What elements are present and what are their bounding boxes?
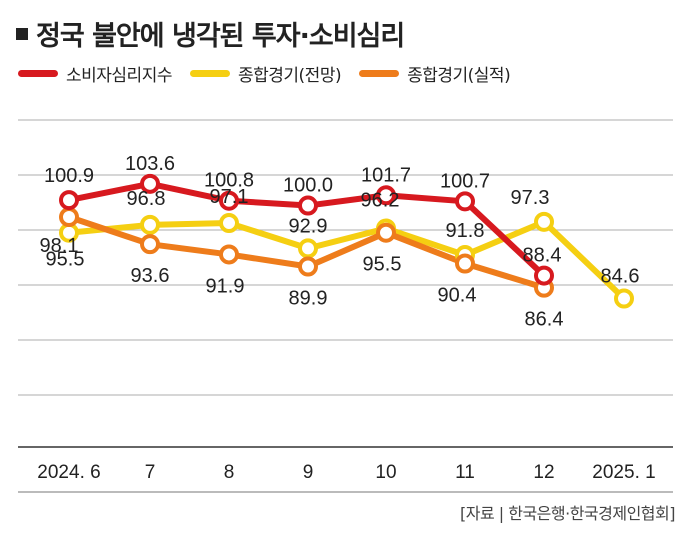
data-label: 101.7 bbox=[361, 164, 411, 186]
data-label: 89.9 bbox=[289, 288, 328, 310]
legend-item-consumer-sentiment: 소비자심리지수 bbox=[18, 61, 172, 86]
data-point bbox=[534, 265, 554, 286]
legend-item-actual: 종합경기(실적) bbox=[359, 61, 511, 86]
data-point bbox=[219, 244, 239, 265]
data-label: 88.4 bbox=[523, 245, 562, 267]
data-label: 100.0 bbox=[283, 175, 333, 197]
x-tick-label: 12 bbox=[533, 462, 554, 483]
data-label: 98.1 bbox=[40, 235, 79, 257]
data-point bbox=[298, 256, 318, 277]
data-point bbox=[455, 191, 475, 212]
x-tick-label: 7 bbox=[145, 462, 156, 483]
data-label: 95.5 bbox=[46, 249, 85, 271]
data-point bbox=[614, 288, 634, 309]
series-line bbox=[66, 218, 627, 302]
data-label: 91.8 bbox=[446, 220, 485, 242]
title-bullet-icon bbox=[16, 28, 28, 40]
legend-label-actual: 종합경기(실적) bbox=[407, 65, 511, 86]
data-label: 84.6 bbox=[601, 266, 640, 288]
data-label: 95.5 bbox=[363, 254, 402, 276]
data-point bbox=[376, 222, 396, 243]
data-point bbox=[298, 238, 318, 259]
legend-swatch-outlook bbox=[189, 69, 230, 77]
data-point bbox=[59, 207, 79, 228]
data-point bbox=[140, 173, 160, 194]
chart-title: 정국 불안에 냉각된 투자·소비심리 bbox=[16, 14, 405, 53]
data-label: 97.1 bbox=[210, 186, 249, 208]
data-label: 93.6 bbox=[131, 265, 170, 287]
data-label: 100.8 bbox=[204, 170, 254, 192]
x-tick-label: 2025. 1 bbox=[592, 462, 655, 483]
data-point bbox=[534, 211, 554, 232]
chart-title-text: 정국 불안에 냉각된 투자·소비심리 bbox=[36, 21, 405, 52]
legend-swatch-actual bbox=[359, 69, 400, 77]
x-tick-label: 8 bbox=[224, 462, 235, 483]
data-label: 96.8 bbox=[127, 188, 166, 210]
chart-legend: 소비자심리지수 종합경기(전망) 종합경기(실적) bbox=[18, 60, 528, 86]
legend-item-outlook: 종합경기(전망) bbox=[189, 61, 342, 86]
x-tick-label: 9 bbox=[303, 462, 314, 483]
data-label: 96.2 bbox=[361, 189, 400, 211]
data-label: 86.4 bbox=[525, 309, 564, 331]
data-label: 92.9 bbox=[289, 215, 328, 237]
data-label: 90.4 bbox=[438, 284, 477, 306]
data-point bbox=[140, 214, 160, 235]
data-point bbox=[298, 195, 318, 216]
data-label: 97.3 bbox=[511, 187, 550, 209]
data-point bbox=[219, 213, 239, 234]
data-point bbox=[140, 234, 160, 255]
data-point bbox=[455, 253, 475, 274]
data-label: 100.7 bbox=[440, 170, 490, 192]
x-tick-label: 2024. 6 bbox=[37, 462, 100, 483]
legend-swatch-consumer-sentiment bbox=[18, 69, 58, 77]
legend-label-consumer-sentiment: 소비자심리지수 bbox=[66, 65, 172, 86]
data-point bbox=[59, 190, 79, 211]
source-note: [자료 | 한국은행·한국경제인협회] bbox=[460, 504, 676, 523]
x-tick-label: 11 bbox=[455, 462, 475, 483]
data-label: 100.9 bbox=[44, 165, 94, 187]
legend-label-outlook: 종합경기(전망) bbox=[237, 65, 342, 86]
data-label: 91.9 bbox=[206, 275, 245, 297]
data-point bbox=[219, 190, 239, 211]
x-tick-label: 10 bbox=[375, 462, 396, 483]
data-label: 103.6 bbox=[125, 153, 175, 175]
data-point bbox=[376, 185, 396, 206]
